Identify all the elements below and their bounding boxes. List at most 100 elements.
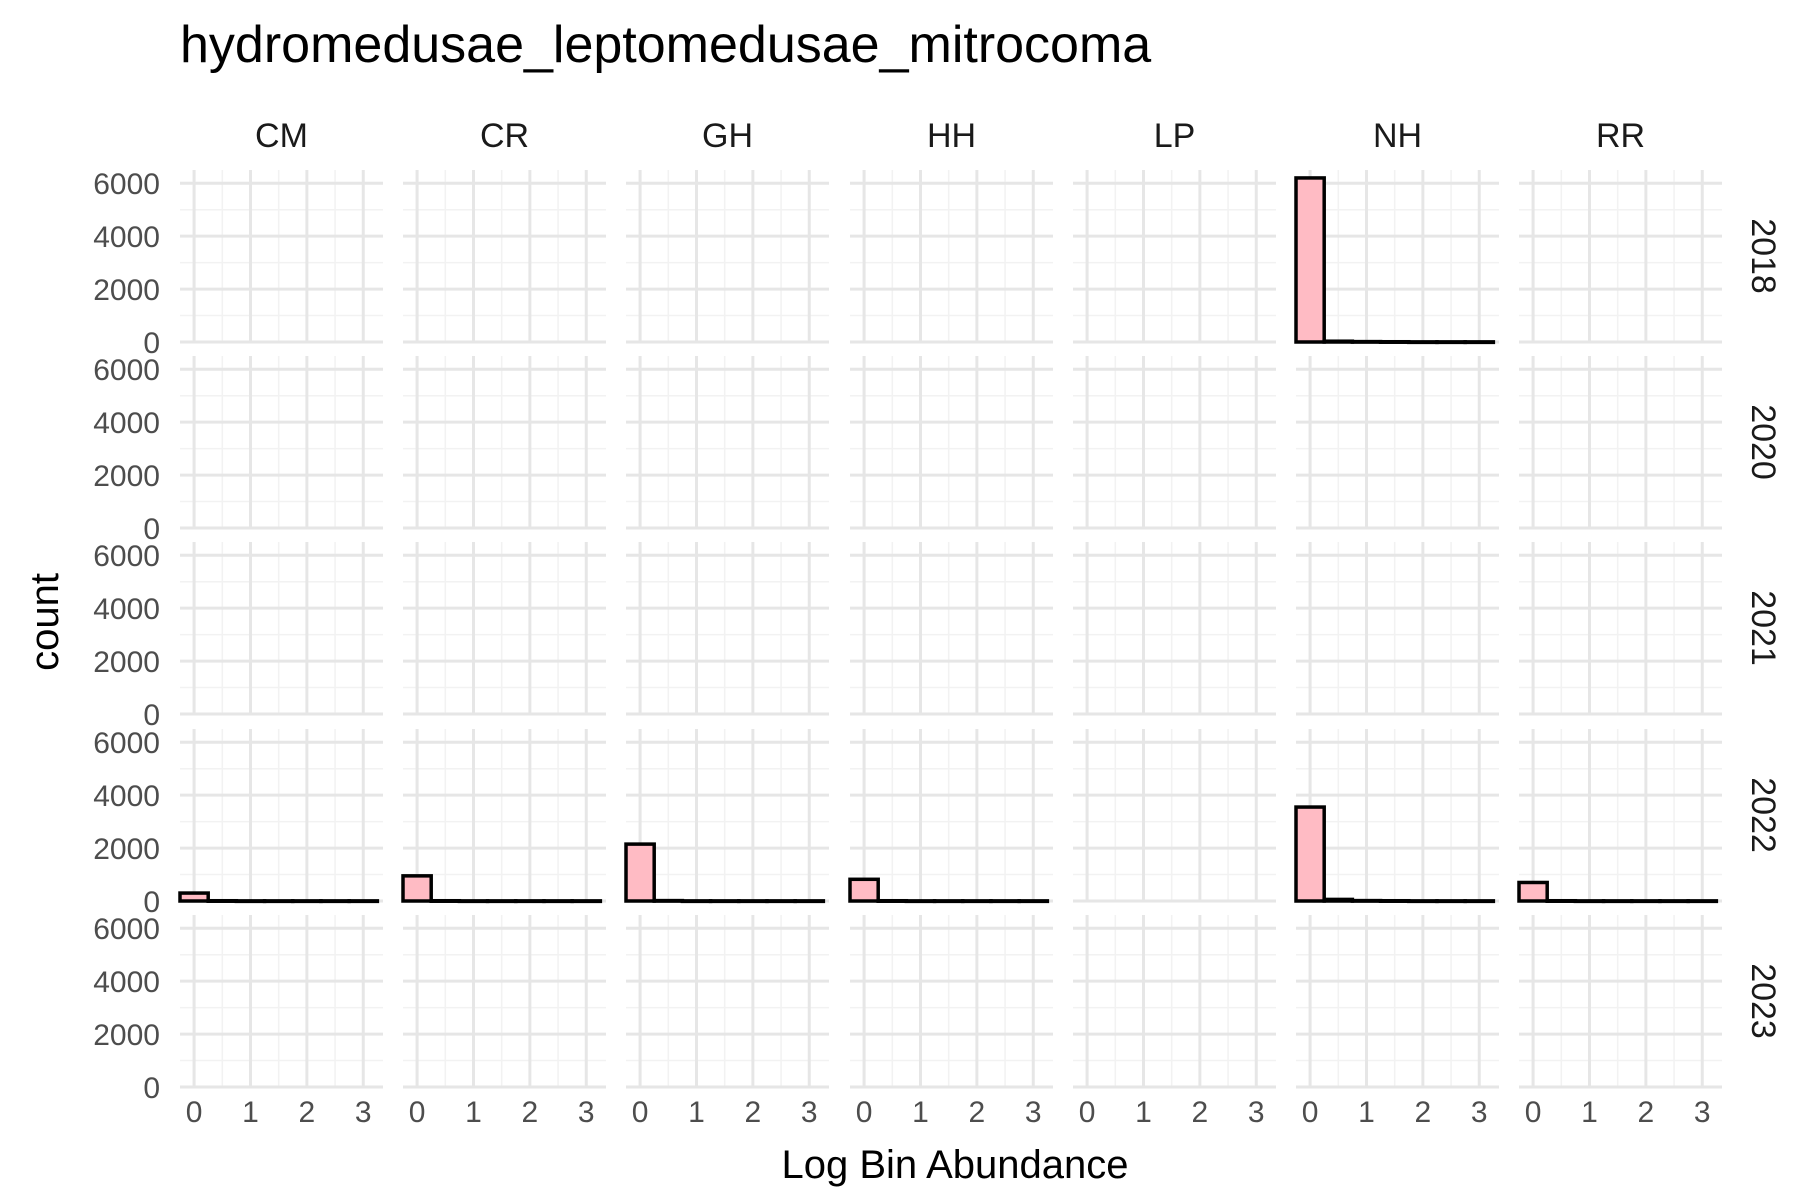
y-tick-2021-6000: 6000: [93, 540, 160, 573]
y-tick-2021-0: 0: [143, 699, 160, 732]
y-tick-2018-6000: 6000: [93, 168, 160, 201]
bar-hh-2022-bin-0: [848, 877, 880, 903]
bar-nh-2018-bin-3: [1378, 339, 1411, 344]
panel-rr-2022: [1517, 729, 1722, 904]
row-label-2018: 2018: [1744, 218, 1782, 294]
y-tick-2020-4000: 4000: [93, 407, 160, 440]
bar-cm-2022-bin-2: [234, 899, 267, 904]
x-tick-nh-0: 0: [1302, 1096, 1319, 1129]
x-tick-nh-3: 3: [1471, 1096, 1488, 1129]
strip-label-cr: CR: [480, 117, 529, 155]
x-tick-rr-1: 1: [1581, 1096, 1598, 1129]
bar-hh-2022-bin-6: [1017, 899, 1050, 904]
x-tick-cm-1: 1: [242, 1096, 259, 1129]
bar-hh-2022-bin-5: [989, 899, 1021, 904]
y-tick-2022-4000: 4000: [93, 780, 160, 813]
panel-cr-2023: [403, 915, 606, 1089]
x-tick-cm-2: 2: [299, 1096, 316, 1129]
bar-nh-2022-bin-1: [1322, 897, 1355, 903]
panel-hh-2020: [850, 356, 1053, 530]
y-axis-title: count: [23, 573, 67, 671]
panel-nh-2021: [1296, 542, 1499, 716]
y-tick-2018-2000: 2000: [93, 274, 160, 307]
column-strips: CM CR GH HH LP NH RR: [255, 117, 1645, 155]
bar-nh-2022-bin-6: [1463, 899, 1496, 904]
x-tick-cr-3: 3: [578, 1096, 595, 1129]
strip-label-nh: NH: [1373, 117, 1422, 155]
x-tick-cm-0: 0: [186, 1096, 203, 1129]
bar-hh-2022-bin-4: [961, 899, 993, 904]
strip-label-lp: LP: [1154, 117, 1196, 155]
panel-cr-2021: [403, 542, 606, 716]
bar-nh-2018-bin-2: [1350, 339, 1383, 344]
bar-nh-2022-bin-2: [1350, 898, 1383, 903]
panel-rr-2023: [1519, 915, 1722, 1089]
panel-cm-2023: [180, 915, 383, 1089]
y-tick-2020-6000: 6000: [93, 354, 160, 387]
x-tick-lp-3: 3: [1248, 1096, 1265, 1129]
panel-nh-2018: [1294, 170, 1499, 345]
panel-nh-2020: [1296, 356, 1499, 530]
chart-title: hydromedusae_leptomedusae_mitrocoma: [180, 16, 1151, 74]
bar-cr-2022-bin-4: [514, 899, 546, 904]
bar-cm-2022-bin-6: [347, 899, 380, 904]
x-tick-hh-3: 3: [1025, 1096, 1042, 1129]
panel-cr-2020: [403, 356, 606, 530]
bar-nh-2018-bin-1: [1322, 339, 1355, 344]
panel-lp-2021: [1073, 542, 1276, 716]
strip-label-gh: GH: [702, 117, 753, 155]
y-tick-2022-6000: 6000: [93, 727, 160, 760]
x-axis-title: Log Bin Abundance: [782, 1143, 1129, 1187]
bar-gh-2022-bin-2: [680, 899, 713, 904]
row-strips: 2018 2020 2021 2022 2023: [1744, 218, 1782, 1039]
bar-gh-2022-bin-6: [793, 899, 826, 904]
panel-rr-2020: [1519, 356, 1722, 530]
bar-rr-2022-bin-3: [1601, 899, 1634, 904]
bar-nh-2022-bin-3: [1378, 898, 1411, 903]
bar-rr-2022-bin-4: [1630, 899, 1662, 904]
bar-gh-2022-bin-1: [652, 898, 685, 903]
panel-cr-2022: [401, 729, 606, 904]
bar-rr-2022-bin-0: [1517, 880, 1549, 903]
x-tick-gh-2: 2: [745, 1096, 762, 1129]
bar-hh-2022-bin-1: [876, 898, 909, 903]
y-tick-2022-2000: 2000: [93, 833, 160, 866]
bar-rr-2022-bin-5: [1658, 899, 1690, 904]
row-label-2021: 2021: [1744, 590, 1782, 666]
strip-label-rr: RR: [1596, 117, 1645, 155]
bar-hh-2022-bin-2: [904, 899, 937, 904]
x-tick-gh-3: 3: [801, 1096, 818, 1129]
y-tick-2018-4000: 4000: [93, 221, 160, 254]
x-tick-lp-1: 1: [1135, 1096, 1152, 1129]
bar-nh-2022-bin-4: [1407, 899, 1439, 904]
y-tick-2021-4000: 4000: [93, 593, 160, 626]
y-tick-2020-0: 0: [143, 513, 160, 546]
panel-rr-2018: [1519, 170, 1722, 344]
panel-rr-2021: [1519, 542, 1722, 716]
x-tick-lp-2: 2: [1192, 1096, 1209, 1129]
row-label-2020: 2020: [1744, 404, 1782, 480]
panel-gh-2022: [624, 729, 829, 904]
panel-gh-2021: [626, 542, 829, 716]
panel-hh-2023: [850, 915, 1053, 1089]
x-tick-hh-1: 1: [912, 1096, 929, 1129]
bar-gh-2022-bin-0: [624, 842, 656, 903]
bar-rr-2022-bin-6: [1686, 899, 1719, 904]
panel-nh-2022: [1294, 729, 1499, 904]
x-tick-cr-2: 2: [522, 1096, 539, 1129]
bar-gh-2022-bin-4: [737, 899, 769, 904]
y-tick-labels: 0200040006000020004000600002000400060000…: [93, 168, 160, 1105]
y-tick-2018-0: 0: [143, 327, 160, 360]
bar-nh-2022-bin-5: [1435, 899, 1467, 904]
panel-lp-2023: [1073, 915, 1276, 1089]
panel-lp-2018: [1073, 170, 1276, 344]
facet-panels: [178, 170, 1722, 1089]
x-tick-nh-1: 1: [1358, 1096, 1375, 1129]
bar-cr-2022-bin-2: [457, 899, 490, 904]
panel-lp-2022: [1073, 729, 1276, 903]
x-tick-gh-1: 1: [688, 1096, 705, 1129]
bar-rr-2022-bin-1: [1545, 898, 1578, 903]
x-tick-hh-0: 0: [856, 1096, 873, 1129]
y-tick-2021-2000: 2000: [93, 646, 160, 679]
row-label-2022: 2022: [1744, 777, 1782, 853]
